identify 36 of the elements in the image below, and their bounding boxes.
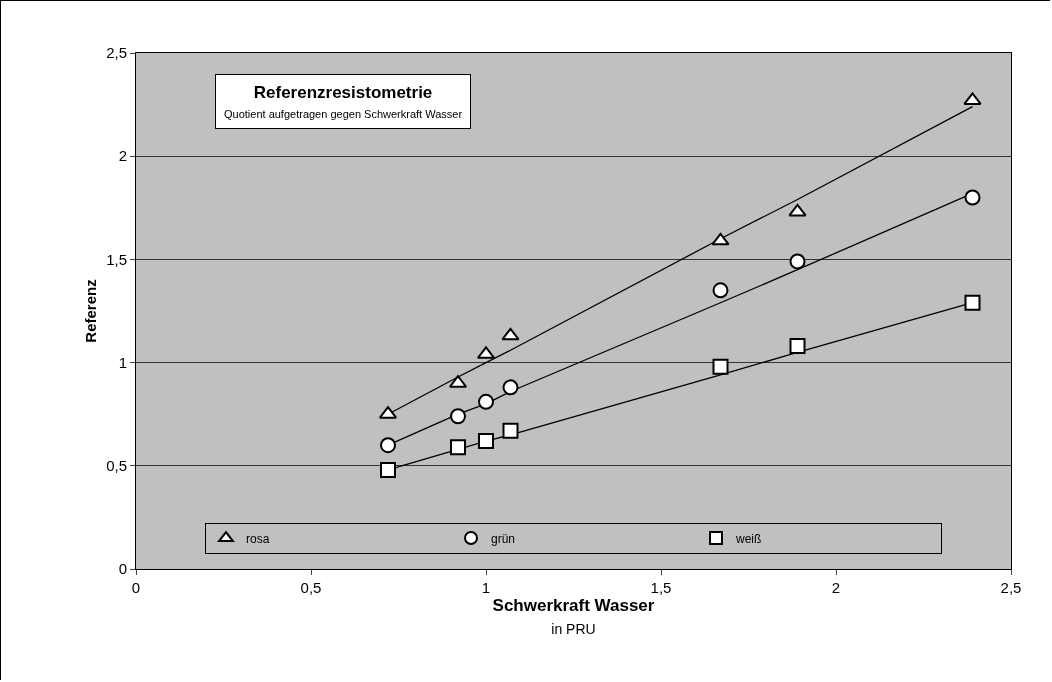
x-tick-label: 0 xyxy=(131,579,141,596)
point xyxy=(712,282,729,299)
point xyxy=(502,379,519,396)
y-tick-label: 0,5 xyxy=(106,457,127,475)
x-tick-label: 1 xyxy=(481,579,491,596)
point xyxy=(450,439,466,456)
point xyxy=(964,294,981,311)
x-tick-label: 2 xyxy=(831,579,841,596)
text: Referenzresistometrie xyxy=(253,83,433,102)
point xyxy=(478,433,494,450)
point xyxy=(789,253,806,270)
y-tick-label: 2 xyxy=(118,147,127,165)
y-tick-label: 1,5 xyxy=(106,250,127,268)
y-tick-label: 2,5 xyxy=(106,44,127,62)
point xyxy=(380,437,396,454)
point xyxy=(964,189,981,206)
x-axis-title: Schwerkraft Wasser in PRU xyxy=(492,596,655,637)
legend-label: weiß xyxy=(735,531,762,546)
point xyxy=(711,232,730,246)
x-tick-label: 2,5 xyxy=(1000,579,1022,596)
point xyxy=(789,338,806,355)
x-tick-label: 0,5 xyxy=(300,579,322,596)
legend-label: grün xyxy=(491,531,516,546)
point xyxy=(712,358,729,375)
point xyxy=(502,422,519,439)
point xyxy=(380,461,396,478)
point xyxy=(501,327,520,341)
legend-label: rosa xyxy=(246,531,270,546)
point xyxy=(450,408,466,425)
y-axis-title: Referenz xyxy=(82,279,99,343)
y-tick-label: 0 xyxy=(118,560,127,578)
point xyxy=(788,203,807,217)
point xyxy=(478,393,494,410)
x-tick-label: 1,5 xyxy=(650,579,672,596)
text: Quotient aufgetragen gegen Schwerkraft Wasser xyxy=(224,107,463,120)
y-tick-label: 1 xyxy=(118,353,127,371)
